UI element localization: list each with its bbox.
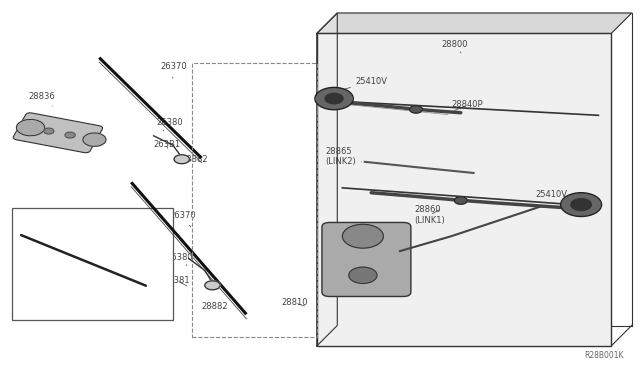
Text: 26370: 26370 [170, 211, 196, 227]
FancyBboxPatch shape [317, 33, 611, 346]
Text: 28840P: 28840P [452, 100, 483, 110]
Text: WIPER BLADE REFILLS: WIPER BLADE REFILLS [23, 299, 116, 308]
FancyBboxPatch shape [13, 113, 102, 153]
Circle shape [65, 132, 76, 138]
Text: 28882: 28882 [201, 302, 228, 311]
FancyBboxPatch shape [322, 222, 411, 296]
Circle shape [562, 193, 600, 216]
Text: 25410V: 25410V [342, 77, 388, 90]
Text: 28836: 28836 [29, 92, 56, 106]
Text: 25410V: 25410V [535, 190, 577, 202]
Circle shape [410, 106, 422, 113]
Polygon shape [317, 13, 337, 346]
Text: 263B1: 263B1 [154, 140, 180, 149]
Circle shape [174, 155, 189, 164]
Circle shape [571, 199, 591, 211]
Circle shape [342, 224, 383, 248]
Polygon shape [317, 13, 632, 33]
Circle shape [17, 119, 45, 136]
Text: 26381: 26381 [163, 276, 190, 286]
Text: 26380: 26380 [157, 118, 184, 131]
Circle shape [454, 197, 467, 204]
Text: 28882: 28882 [181, 155, 208, 164]
Text: 26380: 26380 [166, 253, 193, 266]
Circle shape [325, 93, 343, 104]
Circle shape [44, 128, 54, 134]
Text: 26373M: 26373M [76, 263, 131, 273]
Text: 26370: 26370 [160, 62, 187, 78]
FancyBboxPatch shape [12, 208, 173, 320]
Text: 28860
(LINK1): 28860 (LINK1) [415, 205, 445, 225]
Text: R28B001K: R28B001K [584, 351, 624, 360]
Text: 28810: 28810 [282, 298, 308, 307]
Circle shape [205, 281, 220, 290]
Circle shape [316, 88, 352, 109]
Circle shape [83, 133, 106, 146]
Text: 28800: 28800 [442, 40, 468, 53]
Circle shape [349, 267, 377, 283]
Text: 28865
(LINK2): 28865 (LINK2) [325, 147, 362, 166]
